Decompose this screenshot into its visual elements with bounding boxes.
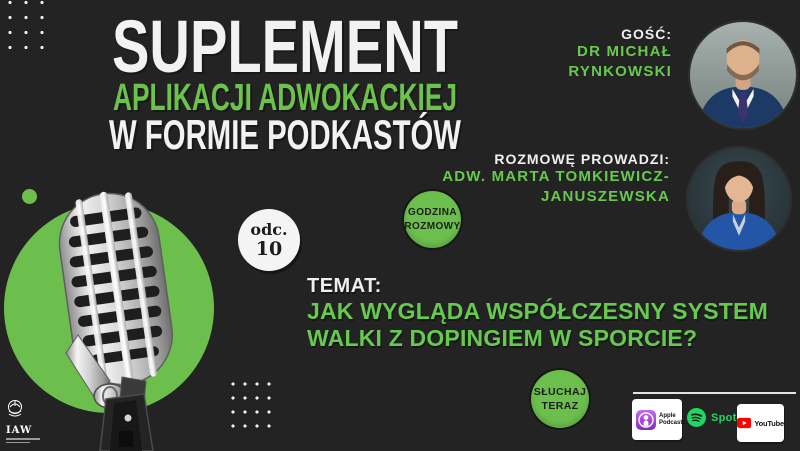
guest-name-line2: RYNKOWSKI xyxy=(568,63,672,80)
duration-badge: GODZINA ROZMOWY xyxy=(404,191,461,248)
crest-icon xyxy=(8,400,22,417)
platforms-divider xyxy=(633,392,796,394)
apple-label-line1: Apple xyxy=(659,412,676,419)
youtube-badge[interactable]: YouTube xyxy=(737,404,784,442)
guest-label: GOŚĆ: xyxy=(621,26,672,42)
small-green-dot xyxy=(22,189,37,204)
topic-line2: WALKI Z DOPINGIEM W SPORCIE? xyxy=(307,325,698,351)
topic-block: TEMAT: JAK WYGLĄDA WSPÓŁCZESNY SYSTEM WA… xyxy=(307,275,768,352)
host-credit: ROZMOWĘ PROWADZI: ADW. MARTA TOMKIEWICZ-… xyxy=(442,151,670,207)
guest-name-line1: DR MICHAŁ xyxy=(577,43,672,60)
guest-credit: GOŚĆ: DR MICHAŁ RYNKOWSKI xyxy=(568,26,672,82)
apple-podcasts-badge[interactable]: Apple Podcasts xyxy=(632,399,686,440)
spotify-icon xyxy=(687,408,706,427)
title-line1: SUPLEMENT xyxy=(112,5,458,88)
host-name-line2: JANUSZEWSKA xyxy=(540,188,670,205)
title-line2: APLIKACJI ADWOKACKIEJ xyxy=(113,77,457,119)
episode-prefix: odc. xyxy=(250,219,288,239)
guest-avatar-illustration xyxy=(690,22,796,128)
duration-line2: ROZMOWY xyxy=(404,220,461,232)
listen-line1: SŁUCHAJ xyxy=(533,386,587,398)
host-avatar-illustration xyxy=(688,148,790,250)
youtube-label: YouTube xyxy=(754,418,784,428)
youtube-icon xyxy=(737,417,752,429)
dots-grid-top-left xyxy=(2,0,50,59)
apple-label-line2: Podcasts xyxy=(659,419,686,426)
title-block: SUPLEMENT APLIKACJI ADWOKACKIEJ W FORMIE… xyxy=(109,5,461,158)
microphone-illustration xyxy=(58,191,174,451)
logo-subtext-line xyxy=(6,441,30,443)
logo-subtext-line xyxy=(6,438,40,440)
episode-number: 10 xyxy=(255,237,283,260)
host-photo xyxy=(688,148,790,250)
topic-label: TEMAT: xyxy=(307,275,382,297)
duration-line1: GODZINA xyxy=(408,206,457,218)
host-name-line1: ADW. MARTA TOMKIEWICZ- xyxy=(442,168,670,185)
title-line3: W FORMIE PODKASTÓW xyxy=(109,110,461,158)
topic-line1: JAK WYGLĄDA WSPÓŁCZESNY SYSTEM xyxy=(307,298,768,324)
bar-association-logo: IAW xyxy=(6,399,62,443)
listen-now-button[interactable]: SŁUCHAJ TERAZ xyxy=(531,370,589,428)
host-label: ROZMOWĘ PROWADZI: xyxy=(494,151,670,167)
logo-acronym: IAW xyxy=(6,425,33,436)
guest-photo xyxy=(690,22,796,128)
episode-badge: odc. 10 xyxy=(238,209,300,271)
dots-grid-middle xyxy=(227,377,277,434)
apple-podcasts-icon xyxy=(636,409,656,430)
listen-line2: TERAZ xyxy=(541,400,579,412)
